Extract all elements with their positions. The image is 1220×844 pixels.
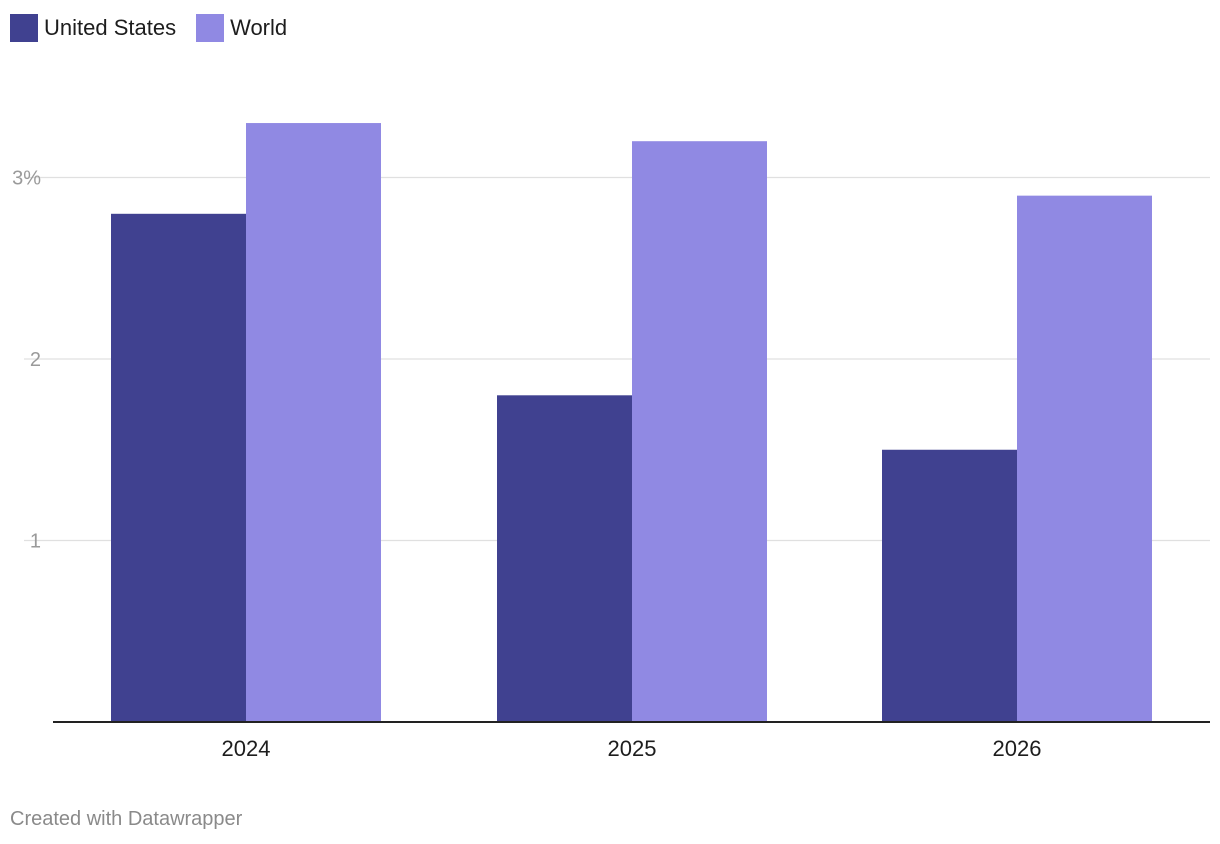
bar-world-2026 bbox=[1017, 195, 1152, 722]
y-tick-label: 2 bbox=[30, 349, 41, 371]
bar-united-states-2024 bbox=[111, 213, 246, 723]
y-tick-label: 1 bbox=[30, 531, 41, 553]
chart-legend: United States World bbox=[10, 13, 307, 43]
legend-item-world: World bbox=[196, 14, 287, 42]
bar-world-2024 bbox=[246, 123, 381, 723]
x-tick-label: 2026 bbox=[993, 736, 1042, 761]
legend-label-united-states: United States bbox=[44, 15, 177, 40]
legend-label-world: World bbox=[230, 15, 288, 40]
legend-item-united-states: United States bbox=[10, 14, 176, 42]
x-tick-label: 2025 bbox=[608, 736, 657, 761]
x-tick-label: 2024 bbox=[222, 736, 271, 761]
y-tick-label: 3% bbox=[12, 168, 41, 190]
legend-swatch-united-states bbox=[10, 14, 38, 42]
bar-united-states-2026 bbox=[882, 449, 1017, 722]
bar-world-2025 bbox=[632, 141, 767, 722]
bar-united-states-2025 bbox=[497, 395, 632, 722]
datawrapper-credit: Created with Datawrapper bbox=[10, 808, 243, 830]
legend-swatch-world bbox=[196, 14, 225, 42]
bar-chart: 1 2 3% 2024 2025 2026 bbox=[12, 123, 1210, 761]
